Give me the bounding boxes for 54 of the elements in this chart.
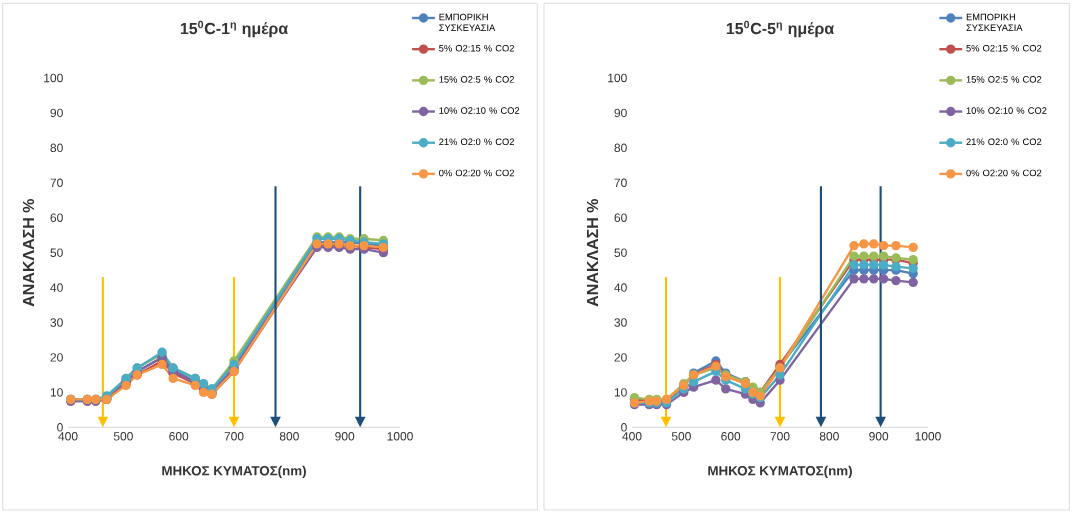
legend-label: 0% O2:20 % CO2 [966, 169, 1042, 177]
x-tick-label: 900 [335, 432, 355, 441]
y-tick-label: 70 [50, 178, 63, 188]
y-tick-label: 90 [50, 108, 63, 118]
y-tick-label: 80 [50, 143, 63, 153]
legend-label: 21% O2:0 % CO2 [966, 138, 1042, 146]
x-tick-label: 700 [770, 432, 790, 441]
y-tick-label: 80 [614, 143, 627, 153]
legend-label: 5% O2:15 % CO2 [439, 44, 514, 52]
legend-label: 10% O2:10 % CO2 [439, 107, 520, 114]
y-tick-label: 10 [50, 388, 63, 397]
y-tick-label: 30 [614, 318, 627, 327]
x-tick-label: 400 [622, 432, 642, 441]
legend-label: 21% O2:0 % CO2 [439, 138, 514, 146]
y-tick-label: 10 [614, 388, 627, 397]
y-axis-title: ΑΝΑΚΛΑΣΗ % [586, 198, 599, 307]
y-tick-label: 40 [614, 283, 627, 292]
y-tick-label: 20 [614, 353, 627, 362]
x-axis-title: ΜΗΚΟΣ ΚΥΜΑΤΟΣ(nm) [708, 465, 852, 479]
x-tick-label: 600 [169, 432, 189, 441]
y-tick-label: 30 [50, 318, 63, 327]
x-tick-label: 500 [113, 432, 133, 441]
y-tick-label: 0 [621, 423, 627, 432]
y-tick-label: 70 [614, 178, 627, 188]
x-tick-label: 900 [869, 432, 889, 441]
legend-label: ΕΜΠΟΡΙΚΗ ΣΥΣΚΕΥΑΣΙΑ [966, 13, 1023, 31]
x-axis-title: ΜΗΚΟΣ ΚΥΜΑΤΟΣ(nm) [162, 465, 306, 479]
y-tick-label: 50 [614, 248, 627, 257]
x-tick-label: 700 [224, 432, 244, 441]
legend-label: 15% O2:5 % CO2 [966, 76, 1042, 83]
x-tick-label: 500 [671, 432, 691, 441]
legend-label: 15% O2:5 % CO2 [439, 76, 514, 83]
chart-title: 15$^{0}$C-5$^{η}$ ημέρα [726, 20, 834, 38]
x-tick-label: 1000 [915, 432, 941, 441]
x-tick-label: 800 [819, 432, 839, 441]
y-tick-label: 20 [50, 353, 63, 362]
x-tick-label: 800 [279, 432, 299, 441]
y-tick-label: 60 [50, 213, 63, 222]
x-tick-label: 400 [58, 432, 78, 441]
y-tick-label: 90 [614, 108, 627, 118]
legend-label: 10% O2:10 % CO2 [966, 107, 1047, 114]
y-tick-label: 100 [44, 73, 63, 83]
y-tick-label: 50 [50, 248, 63, 257]
legend-label: ΕΜΠΟΡΙΚΗ ΣΥΣΚΕΥΑΣΙΑ [439, 13, 496, 31]
y-tick-label: 60 [614, 213, 627, 222]
chart-title: 15$^{0}$C-1$^{η}$ ημέρα [180, 20, 288, 38]
y-tick-label: 40 [50, 283, 63, 292]
y-tick-label: 0 [57, 423, 63, 432]
x-tick-label: 1000 [387, 432, 413, 441]
y-tick-label: 100 [608, 73, 627, 83]
y-axis-title: ΑΝΑΚΛΑΣΗ % [22, 198, 35, 307]
x-tick-label: 600 [721, 432, 741, 441]
legend-label: 5% O2:15 % CO2 [966, 44, 1042, 52]
legend-label: 0% O2:20 % CO2 [439, 169, 514, 177]
